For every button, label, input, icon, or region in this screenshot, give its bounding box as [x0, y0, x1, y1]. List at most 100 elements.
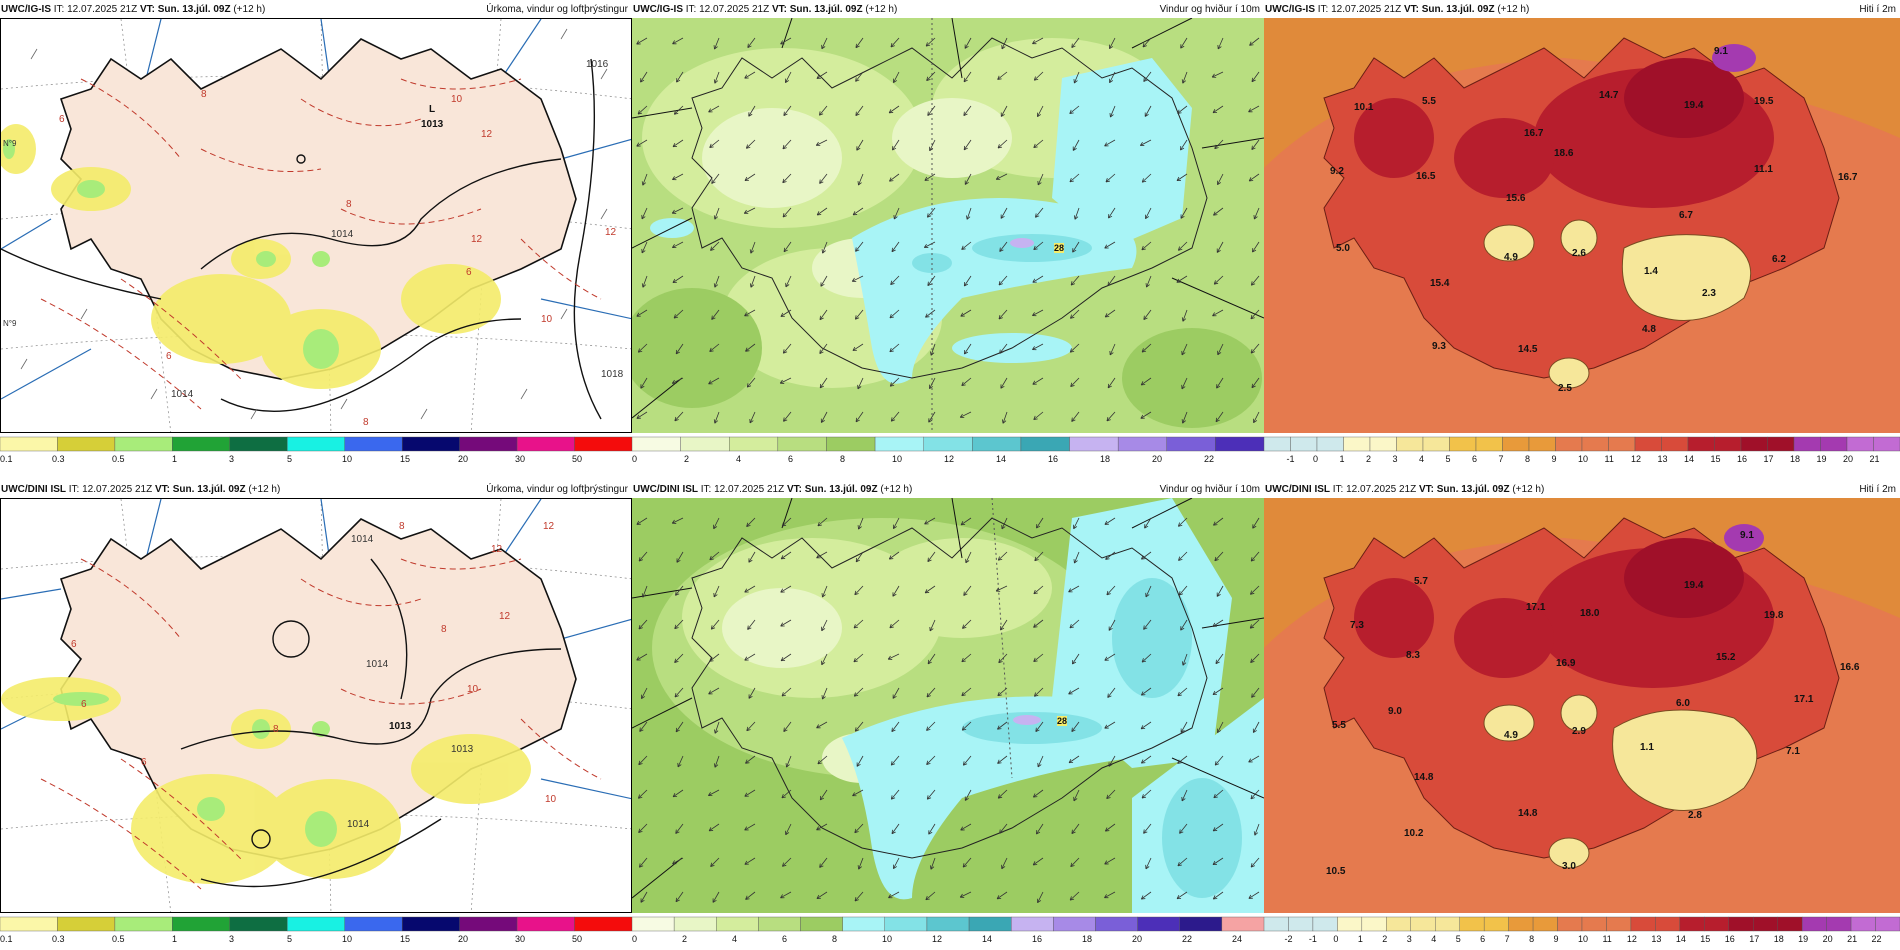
- wind-arrow-head: [852, 346, 856, 351]
- wind-arrow: [891, 823, 900, 834]
- temp-label: 6.0: [1676, 698, 1690, 709]
- temp-label: 1.4: [1644, 266, 1658, 277]
- wind-arrow: [852, 207, 864, 216]
- wind-arrow: [1069, 619, 1080, 629]
- wind-arrow: [891, 721, 900, 732]
- wind-arrow: [816, 71, 828, 79]
- colorbar-tick: 15: [400, 454, 411, 464]
- precip-contour-label: 6: [141, 757, 147, 768]
- wind-arrow-head: [1110, 114, 1114, 118]
- wind-arrow-head: [857, 865, 860, 870]
- precip-map[interactable]: 1013 8 12 12 8 10 12 6 6 10 8 6 1014 101…: [0, 498, 632, 913]
- colorbar-swatch: [1826, 916, 1852, 932]
- wind-arrow: [855, 105, 864, 116]
- wind-arrow: [1214, 755, 1224, 766]
- wind-arrow: [855, 37, 864, 48]
- wind-arrow-head: [1035, 213, 1037, 218]
- wind-arrow-head: [783, 113, 788, 116]
- colorbar-swatch: [1410, 916, 1436, 932]
- wind-arrow-head: [1213, 524, 1218, 526]
- wind-arrow-head: [889, 350, 894, 353]
- wind-arrow: [1248, 173, 1260, 182]
- colorbar-swatch: [729, 436, 779, 452]
- colorbar-swatch: [926, 916, 970, 932]
- wind-arrow-head: [853, 624, 856, 629]
- wind-arrow-head: [639, 729, 644, 732]
- wind-arrow-head: [782, 215, 787, 218]
- wind-arrow-head: [640, 385, 645, 389]
- colorbar-tick: 15: [1700, 934, 1711, 944]
- wind-arrow: [819, 173, 828, 184]
- wind-arrow-head: [745, 347, 748, 352]
- wind-arrow-head: [1212, 622, 1216, 627]
- wind-arrow-head: [748, 559, 753, 563]
- panel-temp-igis: UWC/IG-IS IT: 12.07.2025 21Z VT: Sun. 13…: [1263, 0, 1900, 470]
- wind-arrow-head: [641, 593, 644, 598]
- precip-map[interactable]: L 1013 6 8 10 12 8 12 10 12 8 6 6 1014 1…: [0, 18, 632, 433]
- wind-arrow: [1108, 619, 1116, 631]
- wind-arrow: [780, 551, 792, 560]
- wind-arrow-head: [780, 622, 784, 627]
- wind-arrow: [744, 309, 756, 317]
- colorbar-tick: 20: [458, 454, 469, 464]
- wind-arrow-head: [1141, 245, 1144, 250]
- wind-arrow-head: [997, 78, 1002, 80]
- colorbar-tick: 0.3: [52, 454, 65, 464]
- wind-arrow-head: [746, 383, 749, 388]
- wind-arrow-head: [708, 380, 712, 385]
- temperature-map[interactable]: 9.1 5.5 10.1 14.7 19.4 19.5 16.7 18.6 9.…: [1264, 18, 1900, 433]
- precip-contour-label: 12: [481, 129, 493, 140]
- wind-arrow-head: [714, 80, 719, 84]
- wind-map[interactable]: 28: [632, 498, 1264, 913]
- wind-arrow-head: [1034, 694, 1039, 697]
- temp-label: 10.5: [1326, 866, 1346, 877]
- wind-arrow-head: [1109, 352, 1114, 356]
- wind-arrow-head: [1108, 763, 1113, 767]
- colorbar-swatch: [1850, 916, 1876, 932]
- wind-arrow-head: [780, 588, 784, 593]
- wind-arrow: [927, 653, 936, 665]
- wind-arrow-head: [997, 691, 1000, 696]
- wind-arrow-head: [819, 865, 824, 868]
- wind-arrow-head: [817, 759, 820, 764]
- wind-arrow-head: [816, 724, 820, 729]
- colorbar-tick: 11: [1602, 934, 1612, 944]
- wind-arrow: [1178, 241, 1188, 251]
- wind-arrow-head: [1001, 526, 1006, 530]
- wind-arrow: [1180, 139, 1188, 151]
- wind-arrow: [749, 411, 756, 424]
- wind-arrow: [855, 309, 864, 320]
- precip-contour-label: 6: [466, 267, 472, 278]
- wind-arrow-head: [785, 832, 790, 836]
- wind-arrow-head: [816, 894, 820, 899]
- wind-arrow-head: [1214, 556, 1217, 561]
- wind-arrow: [744, 653, 756, 661]
- wind-arrow: [1069, 105, 1080, 114]
- wind-arrow: [780, 891, 792, 899]
- wind-arrow: [1213, 275, 1224, 285]
- wind-arrow-head: [1144, 525, 1149, 529]
- wind-arrow: [641, 207, 648, 220]
- wind-arrow: [1070, 377, 1080, 387]
- lead-time: (+12 h): [880, 484, 913, 495]
- wind-arrow-head: [965, 798, 969, 801]
- wind-arrow-head: [964, 147, 968, 151]
- wind-arrow: [1141, 653, 1152, 663]
- wind-arrow: [855, 551, 864, 563]
- wind-arrow: [750, 241, 756, 254]
- wind-arrow-head: [1069, 626, 1074, 629]
- colorbar-swatch: [401, 436, 460, 452]
- colorbar-tick: 10: [1578, 454, 1589, 464]
- wind-arrow-head: [1249, 41, 1252, 46]
- wind-arrow: [926, 789, 936, 800]
- temperature-map[interactable]: 5.7 9.1 7.3 17.1 18.0 19.4 19.8 8.3 16.9…: [1264, 498, 1900, 913]
- wind-arrow-head: [1182, 662, 1187, 666]
- wind-arrow: [786, 755, 792, 768]
- colorbar-swatch: [172, 436, 231, 452]
- wind-map[interactable]: 28: [632, 18, 1264, 433]
- wind-arrow-head: [997, 556, 1000, 561]
- wind-arrow-head: [1032, 793, 1036, 798]
- wind-arrow-head: [1071, 729, 1076, 732]
- wind-arrow-head: [1073, 526, 1078, 530]
- wind-arrow: [1110, 105, 1116, 118]
